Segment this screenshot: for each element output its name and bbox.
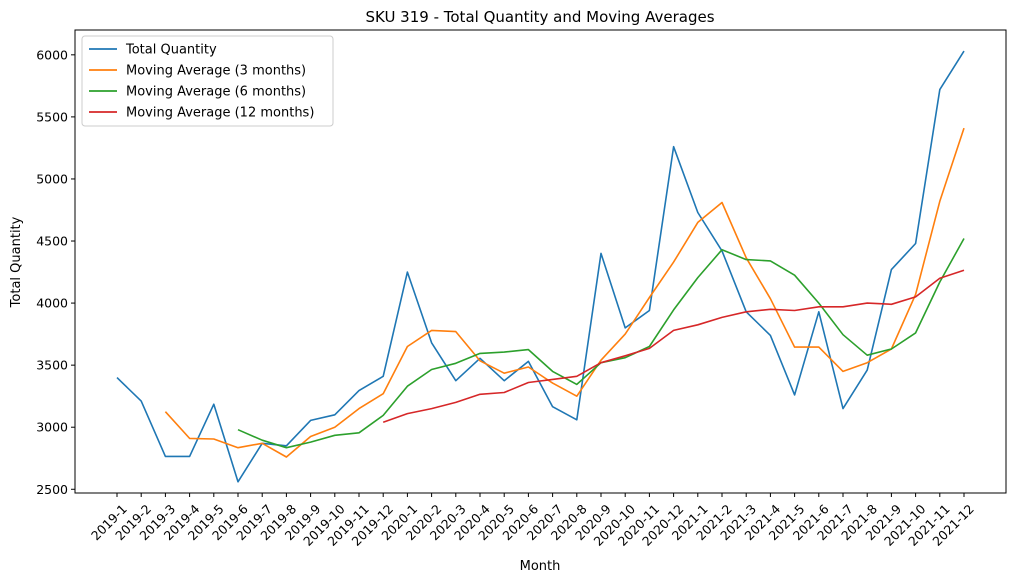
y-tick-label: 5000: [36, 171, 68, 186]
y-axis-label: Total Quantity: [9, 216, 24, 308]
y-axis: 2500 3000 3500 4000 4500 5000 5500 6000: [36, 47, 75, 497]
y-tick-label: 3000: [36, 420, 68, 435]
plot-area-frame: [74, 29, 1007, 494]
legend-label: Moving Average (6 months): [126, 85, 306, 100]
legend-label: Moving Average (3 months): [126, 64, 306, 79]
x-axis-label: Month: [520, 559, 561, 574]
series-line-2: [164, 127, 965, 458]
y-tick-label: 4000: [36, 296, 68, 311]
chart-title: SKU 319 - Total Quantity and Moving Aver…: [365, 8, 714, 26]
plot-lines: [116, 50, 965, 483]
legend: Total Quantity Moving Average (3 months) M…: [81, 35, 334, 127]
x-axis: 2019-12019-22019-32019-42019-52019-62019…: [88, 493, 977, 549]
y-tick-label: 2500: [36, 482, 68, 497]
legend-box: [81, 35, 334, 127]
series-line-4: [382, 269, 965, 423]
y-tick-label: 4500: [36, 234, 68, 249]
legend-label: Total Quantity: [125, 43, 217, 58]
series-line-3: [237, 238, 965, 449]
legend-label: Moving Average (12 months): [126, 106, 314, 121]
y-tick-label: 3500: [36, 358, 68, 373]
y-tick-label: 5500: [36, 109, 68, 124]
series-line-1: [116, 50, 965, 483]
y-tick-label: 6000: [36, 47, 68, 62]
